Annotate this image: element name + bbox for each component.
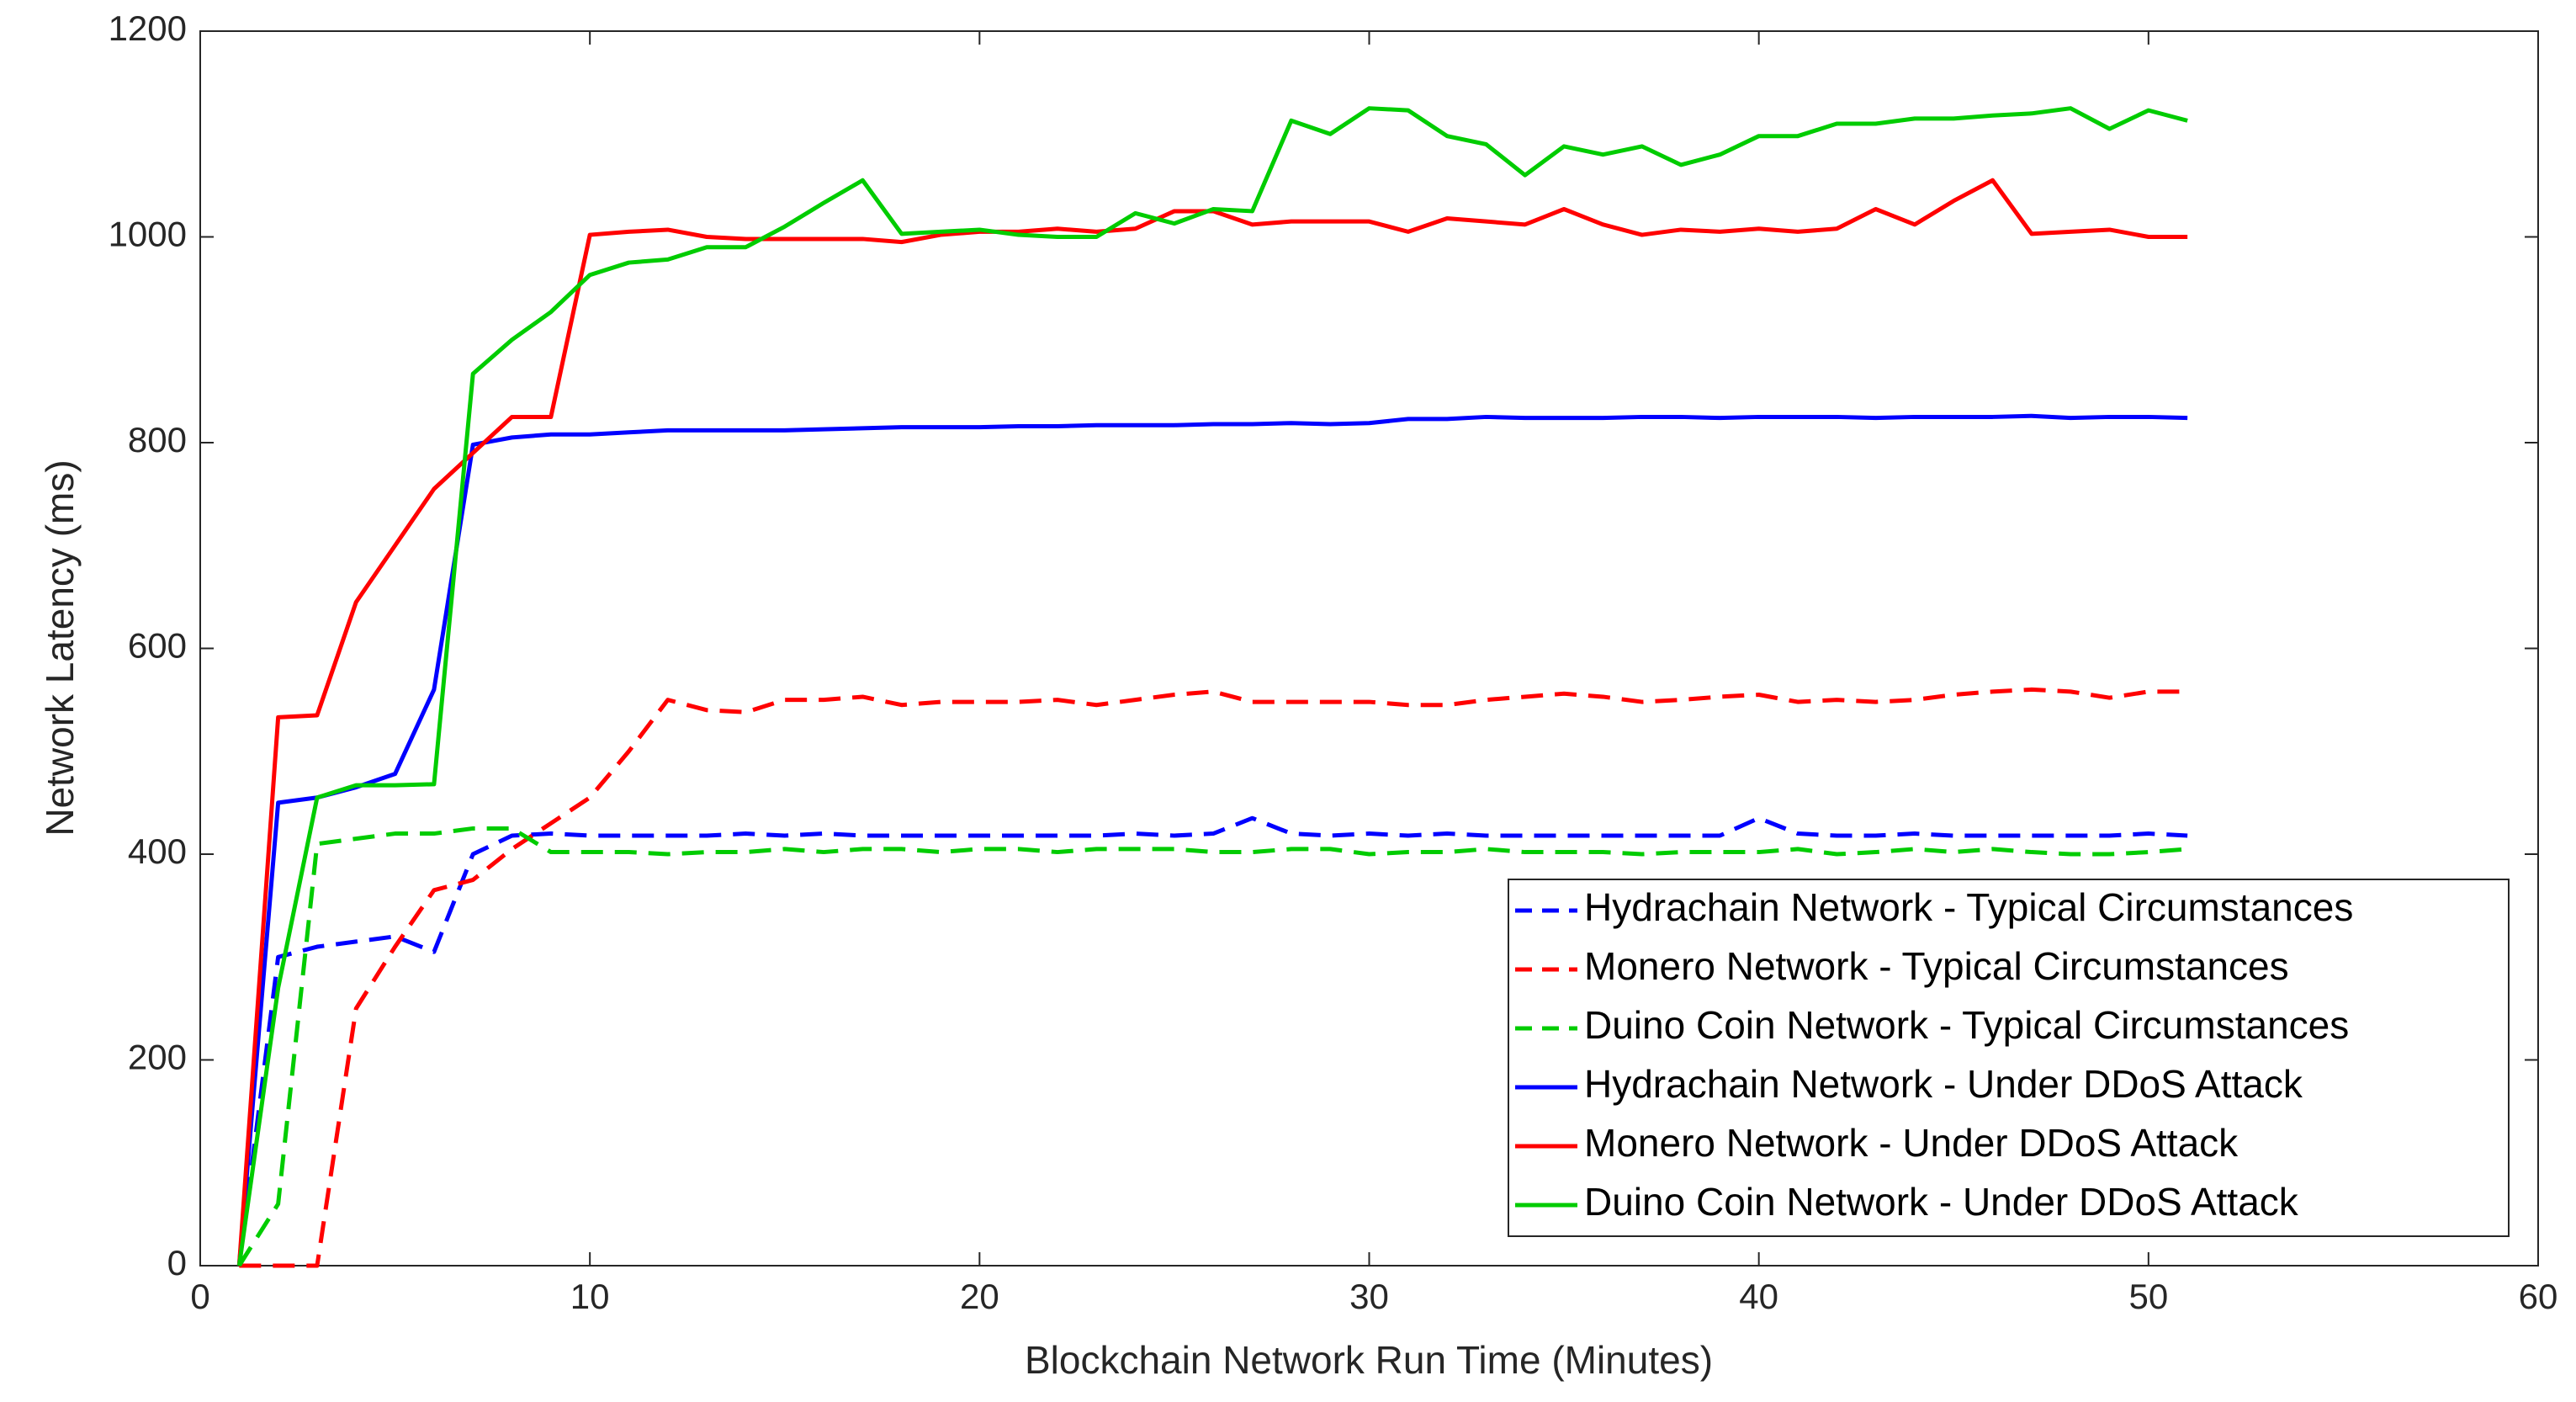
y-tick-label: 400	[128, 831, 187, 871]
legend-box	[1508, 879, 2510, 1237]
y-tick-label: 200	[128, 1038, 187, 1077]
x-tick-label: 20	[960, 1277, 999, 1316]
y-tick-label: 1200	[109, 8, 187, 48]
legend-label: Hydrachain Network - Typical Circumstanc…	[1584, 885, 2353, 929]
x-tick-label: 0	[190, 1277, 209, 1316]
series-line	[236, 413, 2188, 1267]
x-tick-label: 40	[1739, 1277, 1778, 1316]
x-tick-label: 10	[570, 1277, 610, 1316]
series-line	[236, 815, 2188, 1267]
y-axis-label: Network Latency (ms)	[38, 459, 82, 836]
y-tick-label: 600	[128, 626, 187, 666]
series-line	[236, 106, 2188, 1267]
x-tick-label: 60	[2519, 1277, 2558, 1316]
legend-label: Monero Network - Under DDoS Attack	[1584, 1121, 2239, 1165]
legend-label: Monero Network - Typical Circumstances	[1584, 944, 2289, 988]
x-axis-label: Blockchain Network Run Time (Minutes)	[1025, 1338, 1713, 1382]
x-tick-label: 50	[2128, 1277, 2168, 1316]
legend-label: Hydrachain Network - Under DDoS Attack	[1584, 1062, 2303, 1106]
x-tick-label: 30	[1349, 1277, 1389, 1316]
series-line	[239, 687, 2188, 1268]
y-tick-label: 0	[167, 1243, 187, 1283]
series-line	[237, 826, 2188, 1267]
y-tick-label: 800	[128, 420, 187, 459]
y-tick-label: 1000	[109, 215, 187, 254]
legend-label: Duino Coin Network - Under DDoS Attack	[1584, 1180, 2299, 1224]
legend-label: Duino Coin Network - Typical Circumstanc…	[1584, 1003, 2349, 1047]
